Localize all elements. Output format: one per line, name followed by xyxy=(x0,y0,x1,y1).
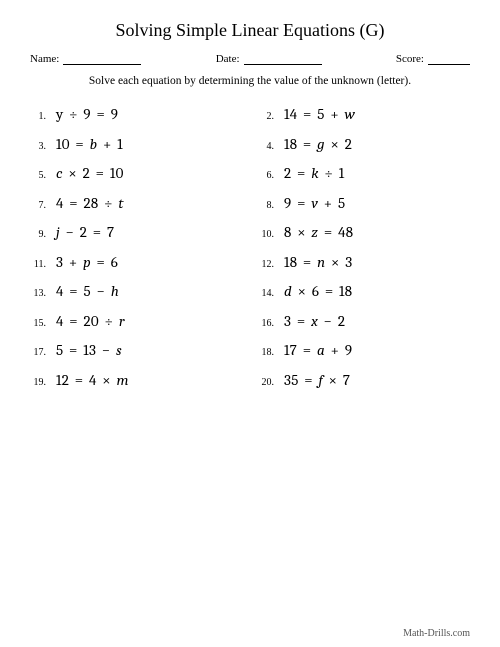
problem-number: 16. xyxy=(260,318,284,329)
equation: j − 2 = 7 xyxy=(56,223,114,241)
problem-number: 19. xyxy=(32,377,56,388)
problem: 1.y ÷ 9 = 9 xyxy=(32,105,240,123)
problem-number: 15. xyxy=(32,318,56,329)
equation: c × 2 = 10 xyxy=(56,164,124,182)
problem: 3.10 = b + 1 xyxy=(32,135,240,153)
equation: 18 = g × 2 xyxy=(284,135,352,153)
problem-number: 11. xyxy=(32,259,56,270)
equation: 10 = b + 1 xyxy=(56,135,123,153)
name-field: Name: xyxy=(30,53,141,65)
problem: 14.d × 6 = 18 xyxy=(260,282,468,300)
equation: 5 = 13 − s xyxy=(56,341,122,359)
problem-number: 17. xyxy=(32,347,56,358)
equation: y ÷ 9 = 9 xyxy=(56,105,118,123)
problem-number: 2. xyxy=(260,111,284,122)
problem-number: 14. xyxy=(260,288,284,299)
equation: 12 = 4 × m xyxy=(56,371,129,389)
problems-grid: 1.y ÷ 9 = 92.14 = 5 + w3.10 = b + 14.18 … xyxy=(30,105,470,389)
problem-number: 7. xyxy=(32,200,56,211)
problem-number: 9. xyxy=(32,229,56,240)
problem-number: 10. xyxy=(260,229,284,240)
problem: 6.2 = k ÷ 1 xyxy=(260,164,468,182)
page-title: Solving Simple Linear Equations (G) xyxy=(30,20,470,41)
problem: 18.17 = a + 9 xyxy=(260,341,468,359)
problem-number: 18. xyxy=(260,347,284,358)
problem: 11.3 + p = 6 xyxy=(32,253,240,271)
problem-number: 3. xyxy=(32,141,56,152)
problem: 19.12 = 4 × m xyxy=(32,371,240,389)
problem-number: 13. xyxy=(32,288,56,299)
date-blank xyxy=(244,53,322,65)
problem-number: 20. xyxy=(260,377,284,388)
equation: 14 = 5 + w xyxy=(284,105,355,123)
score-field: Score: xyxy=(396,53,470,65)
equation: 2 = k ÷ 1 xyxy=(284,164,344,182)
problem: 10.8 × z = 48 xyxy=(260,223,468,241)
equation: 18 = n × 3 xyxy=(284,253,353,271)
problem: 4.18 = g × 2 xyxy=(260,135,468,153)
equation: 4 = 20 ÷ r xyxy=(56,312,125,330)
equation: 9 = v + 5 xyxy=(284,194,345,212)
instructions: Solve each equation by determining the v… xyxy=(30,75,470,87)
problem: 13.4 = 5 − h xyxy=(32,282,240,300)
footer-credit: Math-Drills.com xyxy=(403,628,470,639)
problem: 20.35 = f × 7 xyxy=(260,371,468,389)
date-label: Date: xyxy=(216,53,240,65)
problem: 2.14 = 5 + w xyxy=(260,105,468,123)
equation: 4 = 28 ÷ t xyxy=(56,194,124,212)
problem-number: 4. xyxy=(260,141,284,152)
problem: 8.9 = v + 5 xyxy=(260,194,468,212)
equation: 17 = a + 9 xyxy=(284,341,352,359)
score-blank xyxy=(428,53,470,65)
problem: 17.5 = 13 − s xyxy=(32,341,240,359)
problem: 12.18 = n × 3 xyxy=(260,253,468,271)
problem-number: 5. xyxy=(32,170,56,181)
equation: 3 + p = 6 xyxy=(56,253,118,271)
problem: 7.4 = 28 ÷ t xyxy=(32,194,240,212)
problem-number: 1. xyxy=(32,111,56,122)
problem: 5.c × 2 = 10 xyxy=(32,164,240,182)
equation: 35 = f × 7 xyxy=(284,371,350,389)
header-row: Name: Date: Score: xyxy=(30,53,470,65)
equation: 4 = 5 − h xyxy=(56,282,119,300)
date-field: Date: xyxy=(216,53,322,65)
problem: 16.3 = x − 2 xyxy=(260,312,468,330)
problem-number: 12. xyxy=(260,259,284,270)
name-blank xyxy=(63,53,141,65)
problem: 15.4 = 20 ÷ r xyxy=(32,312,240,330)
equation: 8 × z = 48 xyxy=(284,223,353,241)
equation: d × 6 = 18 xyxy=(284,282,352,300)
problem: 9.j − 2 = 7 xyxy=(32,223,240,241)
name-label: Name: xyxy=(30,53,59,65)
equation: 3 = x − 2 xyxy=(284,312,345,330)
problem-number: 6. xyxy=(260,170,284,181)
problem-number: 8. xyxy=(260,200,284,211)
score-label: Score: xyxy=(396,53,424,65)
